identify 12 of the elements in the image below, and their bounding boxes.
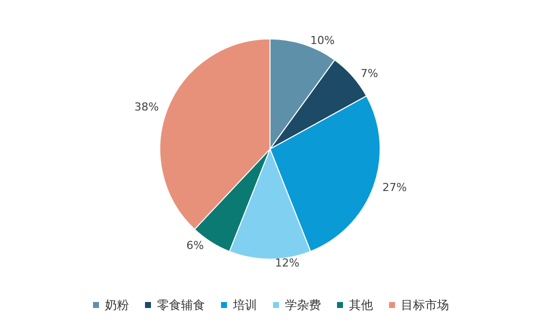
data-label: 10% [310,34,335,47]
data-label: 12% [275,256,300,270]
legend-label: 培训 [232,298,257,312]
data-label: 7% [360,67,378,80]
data-label: 6% [186,238,204,252]
legend-label: 学杂费 [285,298,321,312]
data-label: 27% [382,181,407,194]
legend-label: 零食辅食 [157,298,205,312]
legend-label: 目标市场 [401,298,449,312]
legend-label: 其他 [349,298,373,312]
data-label: 38% [134,100,159,114]
legend-label: 奶粉 [105,298,129,312]
